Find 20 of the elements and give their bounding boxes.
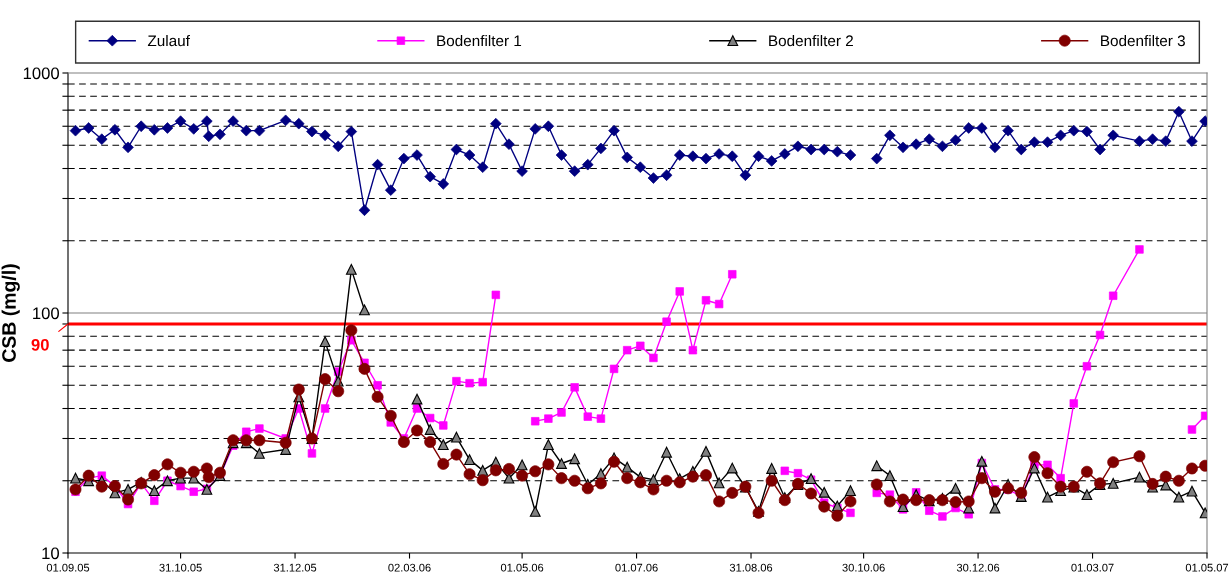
x-tick-label: 01.09.05 — [46, 563, 90, 572]
x-tick-label: 02.03.06 — [388, 563, 431, 572]
y-tick-label: 10 — [42, 547, 60, 560]
ref-line-label: 90 — [31, 338, 49, 351]
legend-label: Bodenfilter 3 — [1101, 34, 1185, 47]
x-tick-label: 31.10.05 — [159, 563, 202, 572]
x-tick-label: 30.12.06 — [956, 563, 1000, 572]
y-tick-label: 1000 — [23, 67, 60, 80]
legend-label: Bodenfilter 1 — [437, 34, 522, 47]
x-tick-label: 01.07.06 — [615, 563, 658, 572]
legend-label: Bodenfilter 2 — [769, 34, 853, 47]
legend-label: Zulauf — [147, 34, 190, 47]
y-axis-title: CSB (mg/l) — [1, 264, 20, 362]
x-tick-label: 30.10.06 — [842, 563, 885, 572]
x-tick-label: 31.12.05 — [273, 563, 317, 572]
y-tick-label: 100 — [33, 307, 60, 320]
x-tick-label: 01.05.06 — [500, 563, 544, 572]
x-tick-label: 01.03.07 — [1071, 563, 1114, 572]
x-tick-label: 01.05.07 — [1185, 563, 1229, 572]
x-tick-label: 31.08.06 — [729, 563, 773, 572]
